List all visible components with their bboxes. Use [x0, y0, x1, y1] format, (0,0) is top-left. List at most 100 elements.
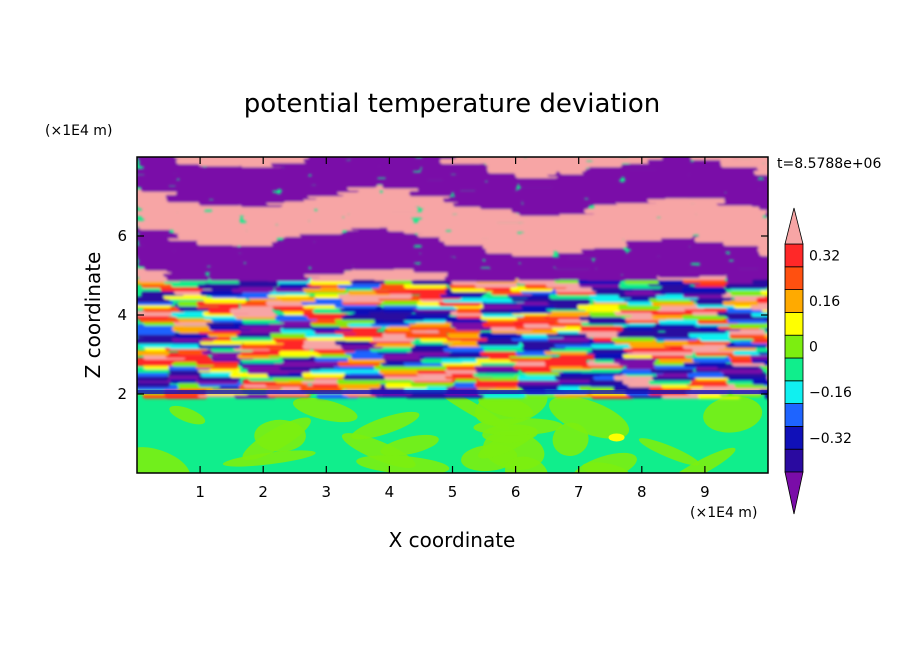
field-blob	[664, 447, 736, 473]
field-cell	[171, 311, 214, 317]
field-cell	[591, 347, 635, 353]
field-cell	[234, 157, 278, 161]
field-cell	[682, 190, 725, 197]
field-cell	[478, 222, 522, 229]
field-cell	[334, 339, 378, 346]
field-cell	[411, 279, 455, 285]
y-axis: 2 4 6	[117, 227, 768, 403]
field-cell	[381, 300, 424, 306]
field-cell	[719, 180, 763, 186]
field-cell	[137, 329, 176, 335]
field-cell	[687, 372, 731, 378]
colorbar-label: 0.16	[809, 294, 840, 310]
field-cell	[761, 237, 768, 243]
field-cell	[725, 283, 768, 289]
field-cell	[197, 219, 241, 225]
field-cell	[231, 286, 275, 293]
field-cell	[686, 183, 730, 189]
field-cell	[197, 283, 241, 289]
field-cell	[280, 296, 324, 303]
field-cell	[657, 229, 700, 235]
x-tick-label: 6	[511, 483, 521, 501]
field-cell	[509, 307, 553, 314]
colorbar-label: 0.32	[809, 248, 840, 264]
field-cell	[692, 356, 736, 363]
field-cell	[729, 322, 768, 328]
field-cell	[405, 314, 449, 320]
field-blob	[380, 434, 439, 456]
field-cell	[722, 300, 766, 306]
field-blob	[351, 411, 420, 440]
field-cell	[651, 332, 695, 339]
field-cell	[587, 194, 631, 200]
y-tick-label: 2	[117, 385, 127, 403]
field-cell	[448, 268, 492, 274]
field-cell	[762, 174, 768, 181]
strata	[137, 157, 768, 400]
field-cell	[510, 254, 554, 261]
field-cell	[757, 247, 768, 253]
field-cell	[137, 250, 174, 256]
field-cell	[137, 381, 170, 388]
chart-title: potential temperature deviation	[244, 89, 660, 119]
field-cell	[758, 217, 768, 224]
field-cell	[581, 169, 625, 175]
x-tick-label: 5	[448, 483, 458, 501]
field-cell	[410, 247, 454, 253]
field-cell	[137, 375, 169, 382]
colorbar-label: −0.16	[809, 385, 852, 401]
colorbar-segment	[784, 266, 804, 290]
field-cell	[440, 258, 484, 264]
x-axis: 1 2 3 4 5 6 7 8 9	[195, 157, 710, 501]
field-cell	[453, 190, 497, 197]
inversion-line	[137, 390, 768, 395]
colorbar-segment	[784, 289, 804, 313]
field-cell	[730, 290, 768, 296]
field-cell	[518, 374, 561, 381]
field-cell	[724, 197, 767, 203]
field-cell	[619, 169, 663, 176]
field-blob	[137, 447, 191, 473]
field-blob	[552, 422, 589, 457]
field-cell	[617, 225, 661, 232]
field-cell	[410, 346, 454, 353]
field-cell	[584, 208, 628, 214]
field-cell	[755, 346, 768, 353]
field-cell	[375, 212, 418, 218]
x-axis-unit: (×1E4 m)	[690, 505, 757, 521]
y-axis-unit: (×1E4 m)	[45, 123, 112, 139]
field-cell	[480, 268, 524, 275]
field-cell	[683, 198, 726, 204]
field-cell	[756, 297, 768, 304]
field-cell	[618, 304, 661, 311]
y-tick-label: 4	[117, 306, 127, 324]
field-cell	[482, 303, 526, 310]
field-cell	[624, 193, 667, 200]
field-cell	[233, 222, 277, 229]
field-cell	[478, 332, 522, 339]
field-cell	[275, 176, 319, 182]
field-cell	[482, 157, 525, 161]
lower-layer-blobs	[137, 385, 763, 473]
field-cell	[341, 314, 385, 321]
field-cell	[657, 240, 701, 247]
field-cell	[137, 350, 170, 356]
field-cell	[140, 186, 184, 192]
field-blob	[703, 396, 763, 433]
field-cell	[625, 239, 669, 246]
field-cell	[243, 232, 287, 239]
field-cell	[577, 304, 621, 310]
field-cell	[511, 264, 554, 271]
field-cell	[405, 332, 448, 339]
field-blob	[292, 397, 358, 423]
field-cell	[405, 392, 448, 399]
field-cell	[763, 197, 768, 204]
field-cell	[580, 325, 623, 332]
colorbar-segment	[784, 311, 804, 336]
colorbar-segment	[784, 334, 804, 359]
colorbar-label: −0.32	[809, 431, 852, 447]
x-tick-label: 7	[574, 483, 584, 501]
field-cell	[648, 260, 692, 267]
field-cell	[542, 197, 586, 204]
colorbar-segment	[784, 403, 804, 427]
